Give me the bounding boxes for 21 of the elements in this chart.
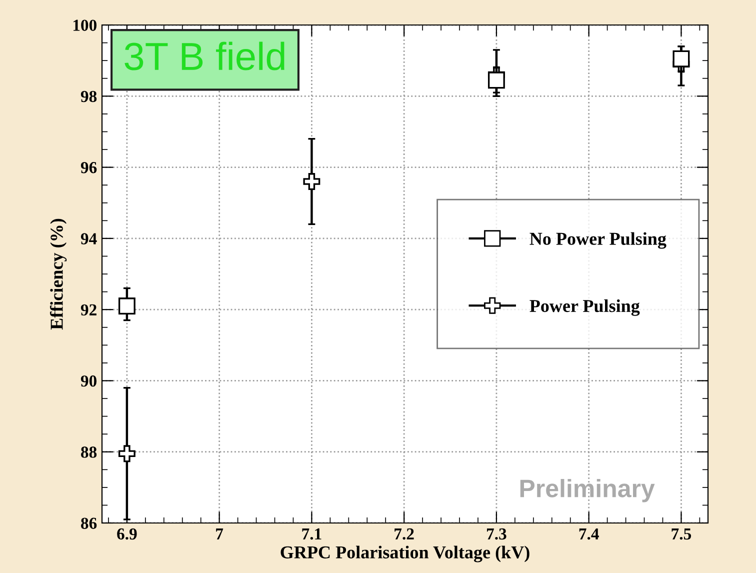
y-tick-label: 94	[80, 233, 97, 244]
x-tick-label: 7.4	[579, 528, 599, 540]
y-tick-label: 90	[80, 375, 97, 387]
y-tick-label: 98	[80, 90, 97, 102]
x-tick-label: 7.3	[486, 528, 506, 540]
annotation: 3T B field	[124, 42, 284, 70]
x-tick-label: 7.1	[302, 528, 322, 540]
x-tick-label: 6.9	[117, 528, 137, 540]
legend-label: No Power Pulsing	[530, 232, 666, 249]
annotation: Preliminary	[520, 478, 655, 502]
x-tick-label: 7.2	[394, 528, 414, 540]
y-tick-label: 96	[80, 162, 97, 174]
y-tick-label: 92	[80, 304, 96, 316]
x-tick-label: 7.5	[672, 528, 692, 540]
y-tick-label: 88	[81, 446, 97, 458]
y-tick-label: 100	[73, 20, 97, 31]
legend-label: Power Pulsing	[530, 299, 640, 316]
y-tick-label: 86	[81, 518, 97, 529]
x-axis-title: GRPC Polarisation Voltage (kV)	[280, 546, 530, 562]
y-axis-title: Efficiency (%)	[50, 218, 67, 330]
x-tick-label: 7	[216, 528, 224, 540]
